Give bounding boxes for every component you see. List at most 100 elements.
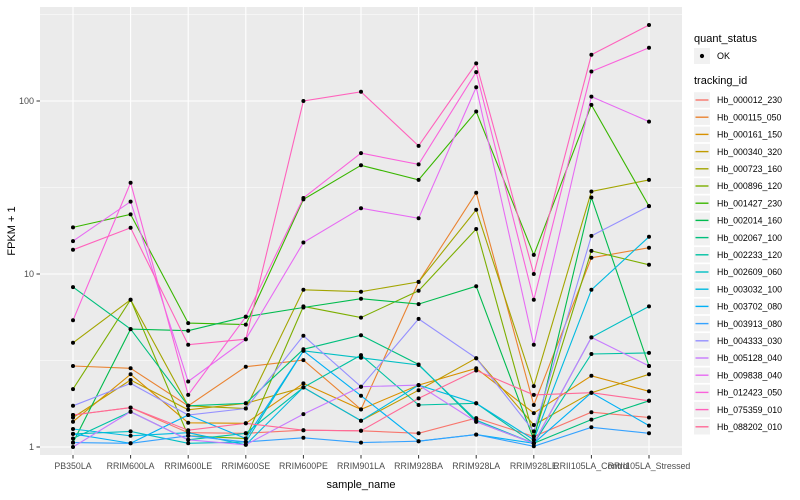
data-point <box>647 350 651 355</box>
data-point <box>647 204 651 209</box>
data-point <box>531 403 536 407</box>
legend-title-tracking-id: tracking_id <box>694 75 747 87</box>
data-point <box>359 315 363 320</box>
data-point <box>416 279 421 284</box>
legend-label-tracking-id: Hb_002014_160 <box>717 216 782 226</box>
data-point <box>531 252 536 257</box>
data-point <box>531 272 536 276</box>
data-point <box>301 240 306 245</box>
data-point <box>71 427 75 431</box>
data-point <box>474 70 479 75</box>
data-point <box>416 177 421 182</box>
data-point <box>416 143 421 148</box>
legend-label-tracking-id: Hb_002067_100 <box>717 233 782 243</box>
data-point <box>301 287 306 292</box>
data-point <box>128 327 133 332</box>
data-point <box>647 415 651 420</box>
data-point <box>589 410 594 415</box>
data-point <box>531 342 536 347</box>
x-tick-label: RRII105LA_Stressed <box>608 461 691 471</box>
data-point <box>71 247 75 252</box>
data-point <box>186 342 191 347</box>
data-point <box>301 435 306 440</box>
data-point <box>128 409 133 414</box>
data-point <box>359 428 363 433</box>
legend-label-tracking-id: Hb_003032_100 <box>717 284 782 294</box>
data-point <box>359 296 363 301</box>
legend-label-tracking-id: Hb_003702_080 <box>717 302 782 312</box>
data-point <box>647 177 651 182</box>
legend-label-tracking-id: Hb_000115_050 <box>717 112 782 122</box>
data-point <box>128 212 133 217</box>
data-point <box>128 366 133 371</box>
data-point <box>186 433 191 438</box>
data-point <box>186 441 191 446</box>
data-point <box>531 297 536 302</box>
data-point <box>71 387 75 392</box>
axes: 1 10 100 PB350LA RRIM600LA RRIM600LE RRIM600SE… <box>6 96 690 491</box>
data-point <box>359 418 363 423</box>
data-point <box>416 396 421 401</box>
data-point <box>531 384 536 389</box>
legend-label-tracking-id: Hb_003913_080 <box>717 319 782 329</box>
data-point <box>474 419 479 424</box>
x-tick-label: RRIM928LA <box>452 461 500 471</box>
data-point <box>531 429 536 434</box>
legend-label-tracking-id: Hb_002609_060 <box>717 267 782 277</box>
legend-label-tracking-id: Hb_075359_010 <box>717 405 782 415</box>
data-point <box>359 393 363 398</box>
data-point <box>531 434 536 439</box>
data-point <box>186 403 191 408</box>
data-point <box>589 52 594 57</box>
data-point <box>243 364 248 369</box>
x-tick-label: RRIM928LE <box>510 461 558 471</box>
data-point <box>474 401 479 406</box>
data-point <box>474 432 479 437</box>
x-tick-label: RRIM600PE <box>279 461 328 471</box>
data-point <box>128 405 133 410</box>
data-point <box>243 421 248 426</box>
data-point <box>589 335 594 340</box>
data-point <box>416 388 421 393</box>
legend-label-tracking-id: Hb_000723_160 <box>717 164 782 174</box>
x-tick-label: RRIM901LA <box>337 461 385 471</box>
x-tick-label: RRII105LA_Control <box>553 461 629 471</box>
data-point <box>71 419 75 424</box>
data-point <box>359 289 363 294</box>
legend-label-tracking-id: Hb_002233_120 <box>717 250 782 260</box>
data-point <box>243 401 248 406</box>
data-point <box>647 372 651 377</box>
data-point <box>186 321 191 326</box>
data-point <box>589 248 594 253</box>
data-point <box>128 199 133 204</box>
data-point <box>647 423 651 428</box>
data-point <box>647 364 651 368</box>
data-point <box>359 89 363 94</box>
data-point <box>301 381 306 386</box>
data-point <box>359 151 363 156</box>
data-point <box>243 322 248 327</box>
data-point <box>589 69 594 74</box>
data-point <box>301 196 306 200</box>
x-tick-label: RRIM928BA <box>394 461 443 471</box>
data-point <box>71 364 75 368</box>
data-point <box>589 287 594 292</box>
legend-label-tracking-id: Hb_004333_030 <box>717 336 782 346</box>
data-points <box>71 23 651 449</box>
legend-label-tracking-id: Hb_000896_120 <box>717 181 782 191</box>
legend-label-tracking-id: Hb_000161_150 <box>717 130 782 140</box>
legend-label-tracking-id: Hb_000340_320 <box>717 147 782 157</box>
data-point <box>474 190 479 195</box>
legend-label-ok: OK <box>717 51 730 61</box>
data-point <box>186 392 191 397</box>
data-point <box>589 94 594 99</box>
x-tick-label: PB350LA <box>54 461 91 471</box>
data-point <box>647 431 651 436</box>
data-point <box>531 411 536 416</box>
data-point <box>416 302 421 307</box>
data-point <box>474 61 479 66</box>
y-tick-label: 10 <box>24 269 34 279</box>
legend-title-quant-status: quant_status <box>694 33 757 45</box>
